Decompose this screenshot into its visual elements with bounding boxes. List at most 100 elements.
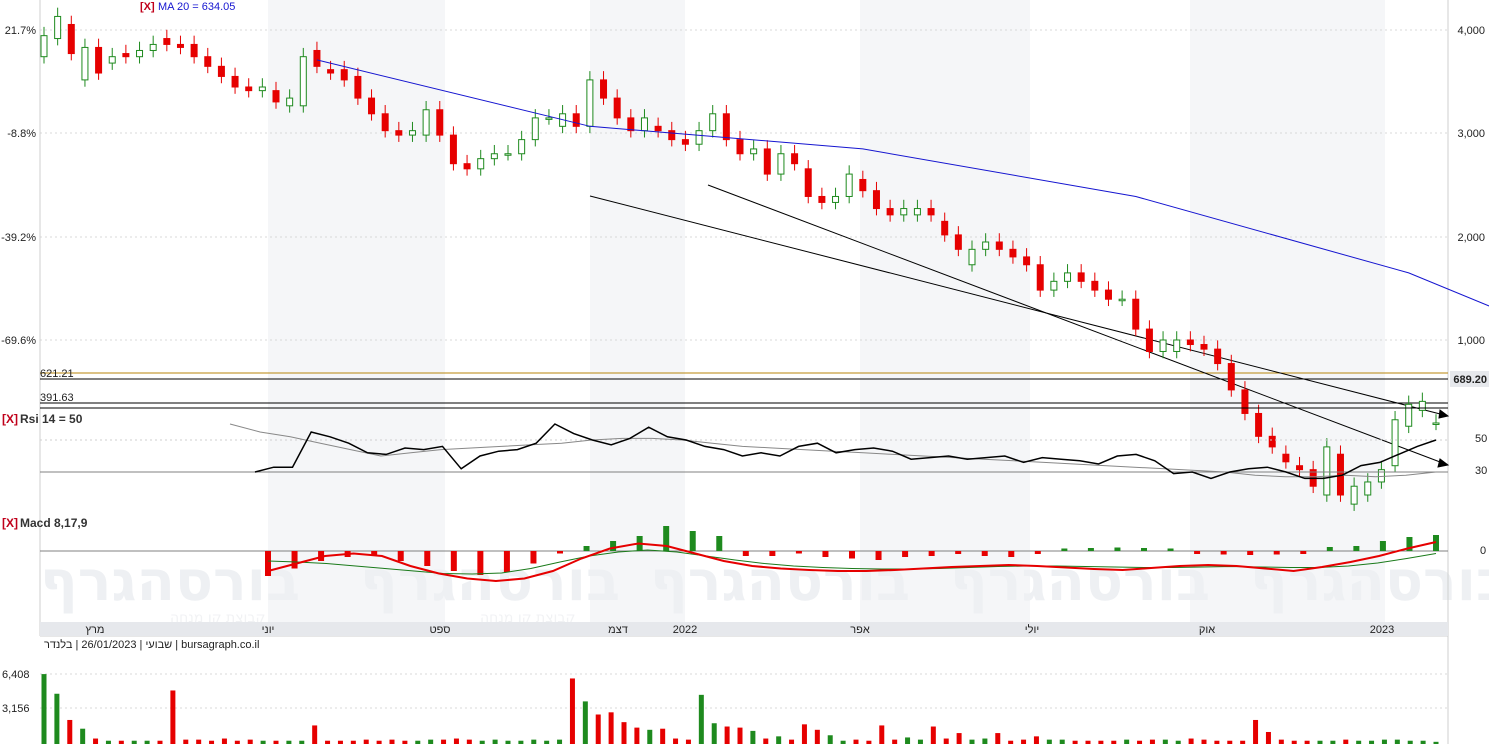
volume-bar: [685, 739, 691, 744]
left-tick-label: -8.8%: [7, 128, 36, 140]
candle: [1009, 248, 1017, 258]
candle: [1214, 348, 1222, 365]
price-right-axis: 4,000 3,000 2,000 1,000: [1457, 25, 1485, 347]
trend-channel: [589, 184, 1450, 468]
x-tick-label: מרץ: [86, 624, 105, 636]
candle: [381, 113, 389, 132]
channel-lower-arrow: [1438, 409, 1450, 419]
volume-caption: שבועי | 26/01/2023 | בלנדר | bursagraph.…: [44, 638, 259, 651]
candle: [859, 178, 867, 192]
volume-bar: [673, 738, 679, 744]
candle: [668, 130, 676, 141]
candle: [1227, 363, 1235, 391]
macd-histogram-bar: [371, 551, 378, 556]
left-tick-label: 21.7%: [5, 25, 36, 37]
volume-tick-label: 6,408: [2, 669, 30, 681]
volume-bar: [1317, 740, 1323, 744]
macd-histogram-bar: [795, 551, 802, 554]
rsi-close-toggle[interactable]: [X]: [2, 412, 18, 426]
volume-bar: [67, 719, 73, 744]
volume-bar: [1356, 740, 1362, 744]
macd-histogram-bar: [769, 551, 776, 556]
volume-bar: [711, 723, 717, 744]
volume-bar: [479, 740, 485, 744]
candle: [327, 69, 335, 74]
macd-histogram-bar: [397, 551, 404, 561]
candle: [1241, 389, 1249, 414]
volume-bar: [595, 714, 601, 744]
x-tick-label: אוק: [1199, 624, 1215, 636]
volume-bar: [1369, 740, 1375, 744]
right-tick-label: 4,000: [1457, 25, 1485, 37]
rsi-tick-label: 30: [1475, 465, 1487, 477]
volume-bar: [518, 740, 524, 744]
volume-bar: [763, 738, 769, 744]
ma-legend[interactable]: [X] MA 20 = 634.05: [140, 1, 235, 13]
x-tick-label: יוני: [262, 624, 275, 636]
candle: [395, 130, 403, 136]
watermark: בורסהגרף בורסהגרף בורסהגרף בורסהגרף בורס…: [40, 549, 1489, 626]
candle: [695, 130, 703, 145]
volume-bar: [428, 739, 434, 744]
candle: [463, 163, 471, 170]
x-tick-label: אפר: [850, 624, 870, 636]
candle: [258, 86, 266, 92]
volume-bar: [801, 724, 807, 744]
macd-histogram-bar: [291, 551, 298, 569]
macd-histogram-bar: [1247, 551, 1254, 555]
volume-bar: [995, 733, 1001, 744]
volume-bar: [1330, 740, 1336, 744]
volume-bar: [1149, 739, 1155, 744]
volume-bar: [969, 739, 975, 744]
support-resistance-levels: 621.21 391.63: [40, 368, 1448, 404]
candle: [67, 23, 75, 55]
volume-bar: [569, 678, 575, 744]
macd-histogram-bar: [530, 551, 537, 564]
volume-bar: [943, 738, 949, 744]
volume-bar: [325, 740, 331, 744]
volume-bar: [1420, 740, 1426, 744]
candle: [586, 79, 594, 127]
volume-bar: [273, 740, 279, 744]
candle: [299, 56, 307, 107]
candle: [627, 117, 635, 132]
candle: [190, 43, 198, 58]
macd-histogram-bar: [1167, 548, 1174, 551]
candle: [504, 153, 512, 156]
candle: [1296, 465, 1304, 471]
macd-histogram-bar: [1194, 551, 1201, 554]
candle: [722, 113, 730, 141]
volume-bar: [1265, 731, 1271, 744]
macd-close-toggle[interactable]: [X]: [2, 516, 18, 530]
candle: [1091, 280, 1099, 291]
level-upper-label: 621.21: [40, 368, 74, 380]
volume-bar: [608, 712, 614, 744]
macd-histogram-bar: [1034, 551, 1041, 554]
macd-label: Macd 8,17,9: [20, 516, 88, 530]
candle: [640, 117, 648, 132]
volume-bar: [1162, 739, 1168, 744]
volume-bar: [183, 739, 189, 744]
close-price-badge: 689.20: [1450, 371, 1489, 387]
candle: [941, 220, 949, 236]
candle: [913, 208, 921, 216]
volume-bar: [80, 728, 86, 744]
volume-bars: [41, 674, 1439, 744]
volume-bar: [1098, 740, 1104, 744]
macd-histogram-bar: [424, 551, 431, 566]
candle: [763, 148, 771, 175]
close-price-value: 689.20: [1453, 374, 1487, 386]
rsi-tick-label: 50: [1475, 433, 1487, 445]
candle: [108, 56, 116, 64]
rsi-line: [254, 423, 1437, 480]
candle: [95, 46, 103, 74]
candle: [613, 97, 621, 119]
macd-histogram-bar: [1326, 547, 1333, 551]
watermark-brand-5: בורסהגרף: [1250, 549, 1489, 614]
macd-histogram-bar: [849, 551, 855, 559]
volume-bar: [505, 740, 511, 744]
volume-bar: [1137, 740, 1143, 744]
macd-line: [267, 541, 1437, 583]
candle: [1418, 400, 1426, 411]
candle: [804, 168, 812, 197]
